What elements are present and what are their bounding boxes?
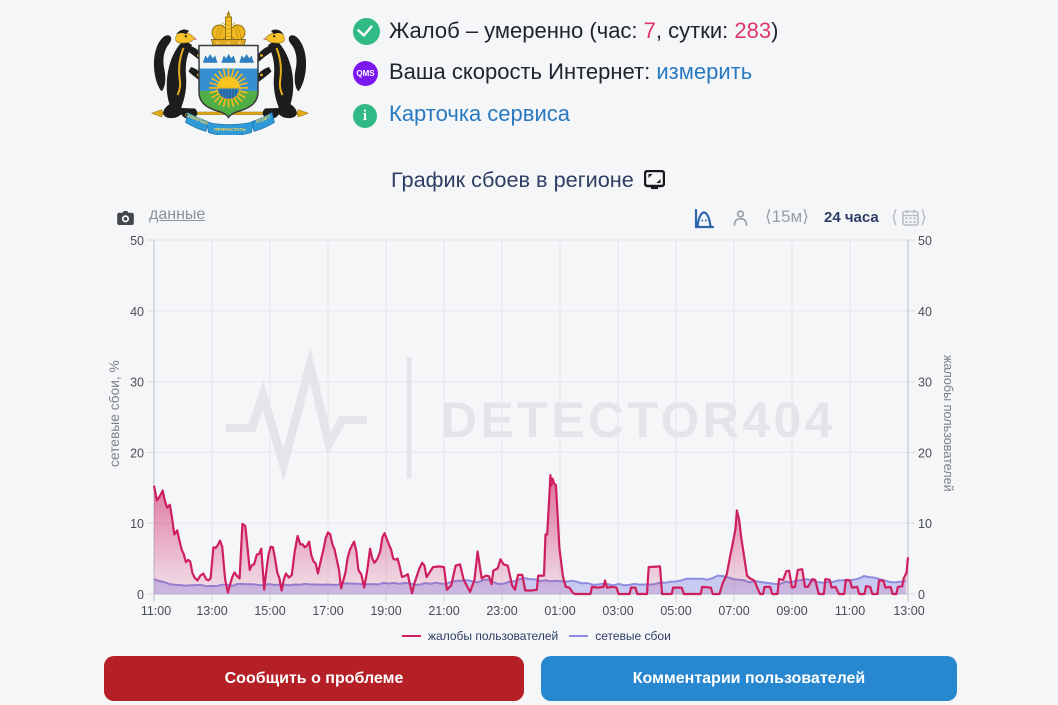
svg-text:30: 30 bbox=[130, 376, 144, 390]
svg-text:50: 50 bbox=[130, 234, 144, 248]
svg-text:13:00: 13:00 bbox=[893, 604, 924, 618]
svg-text:50: 50 bbox=[918, 234, 932, 248]
svg-text:11:00: 11:00 bbox=[835, 604, 865, 618]
svg-text:40: 40 bbox=[918, 305, 932, 319]
svg-text:17:00: 17:00 bbox=[312, 604, 343, 618]
svg-text:15:00: 15:00 bbox=[254, 604, 285, 618]
svg-text:20: 20 bbox=[130, 446, 144, 460]
svg-text:10: 10 bbox=[130, 517, 144, 531]
svg-text:0: 0 bbox=[918, 588, 925, 602]
svg-text:21:00: 21:00 bbox=[428, 604, 459, 618]
svg-text:30: 30 bbox=[918, 376, 932, 390]
svg-text:07:00: 07:00 bbox=[718, 604, 749, 618]
svg-text:сетевые сбои, %: сетевые сбои, % bbox=[107, 360, 122, 467]
svg-text:20: 20 bbox=[918, 446, 932, 460]
svg-text:09:00: 09:00 bbox=[776, 604, 807, 618]
svg-text:11:00: 11:00 bbox=[141, 604, 171, 618]
svg-text:DETECTOR404: DETECTOR404 bbox=[441, 392, 836, 448]
svg-text:03:00: 03:00 bbox=[602, 604, 633, 618]
svg-text:ПРИРАСТАТЬ: ПРИРАСТАТЬ bbox=[214, 127, 246, 133]
svg-text:жалобы пользователей: жалобы пользователей bbox=[941, 355, 955, 492]
svg-text:01:00: 01:00 bbox=[544, 604, 575, 618]
svg-text:23:00: 23:00 bbox=[486, 604, 517, 618]
svg-text:0: 0 bbox=[137, 588, 144, 602]
svg-text:БУДЕТ: БУДЕТ bbox=[256, 114, 272, 124]
svg-text:40: 40 bbox=[130, 305, 144, 319]
svg-text:13:00: 13:00 bbox=[196, 604, 227, 618]
svg-text:05:00: 05:00 bbox=[660, 604, 691, 618]
svg-text:10: 10 bbox=[918, 517, 932, 531]
svg-text:19:00: 19:00 bbox=[370, 604, 401, 618]
